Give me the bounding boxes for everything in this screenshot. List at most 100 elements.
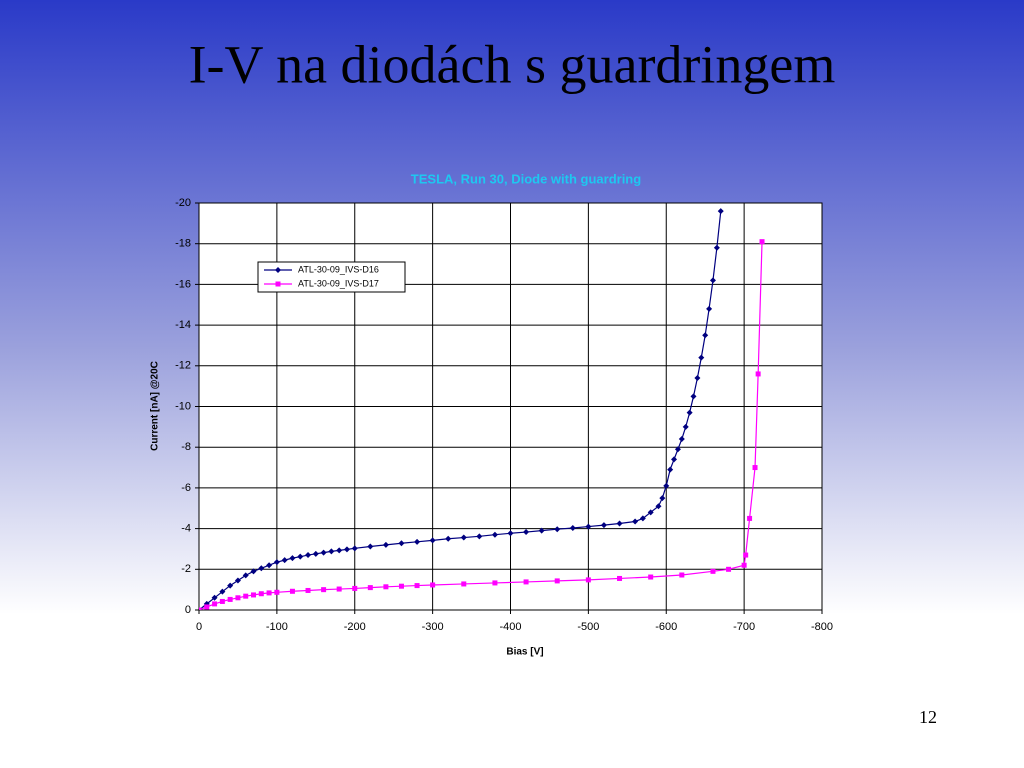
data-point bbox=[713, 244, 720, 251]
y-tick-label: -2 bbox=[181, 563, 191, 575]
data-point bbox=[351, 545, 358, 552]
data-point bbox=[219, 598, 225, 604]
data-point bbox=[747, 515, 753, 521]
legend-label: ATL-30-09_IVS-D17 bbox=[298, 278, 379, 288]
data-point bbox=[569, 524, 576, 531]
data-point bbox=[717, 208, 724, 215]
data-point bbox=[616, 520, 623, 527]
data-point bbox=[398, 583, 404, 589]
y-tick-label: -14 bbox=[175, 319, 191, 331]
data-point bbox=[266, 562, 273, 569]
data-point bbox=[367, 543, 374, 550]
plot: 0-2-4-6-8-10-12-14-16-18-200 -100 -200 -300… bbox=[175, 197, 833, 633]
data-point bbox=[258, 565, 265, 572]
data-point bbox=[211, 594, 218, 601]
data-point bbox=[507, 530, 514, 537]
data-point bbox=[671, 456, 678, 463]
slide-title: I-V na diodách s guardringem bbox=[189, 34, 836, 94]
data-point bbox=[460, 534, 467, 541]
y-tick-label: -10 bbox=[175, 400, 191, 412]
data-point bbox=[242, 572, 249, 579]
y-tick-label: -6 bbox=[181, 482, 191, 494]
data-point bbox=[702, 332, 709, 339]
data-point bbox=[492, 580, 498, 586]
data-point bbox=[336, 586, 342, 592]
data-point bbox=[682, 423, 689, 430]
data-point bbox=[266, 590, 272, 596]
data-point bbox=[674, 446, 681, 453]
data-point bbox=[289, 555, 296, 562]
x-tick-label: -600 bbox=[655, 621, 677, 633]
data-point bbox=[258, 591, 264, 597]
data-point bbox=[743, 552, 749, 558]
data-point bbox=[429, 537, 436, 544]
data-point bbox=[312, 550, 319, 557]
y-tick-label: -20 bbox=[175, 197, 191, 209]
data-point bbox=[445, 535, 452, 542]
legend-marker bbox=[275, 281, 281, 287]
y-tick-label: -4 bbox=[181, 523, 191, 535]
data-point bbox=[414, 583, 420, 589]
x-tick-label: -500 bbox=[577, 621, 599, 633]
data-point bbox=[755, 371, 761, 377]
data-point bbox=[554, 578, 560, 584]
data-point bbox=[243, 593, 249, 599]
data-point bbox=[235, 595, 241, 601]
data-point bbox=[667, 466, 674, 473]
data-point bbox=[617, 575, 623, 581]
data-point bbox=[600, 522, 607, 529]
series-group bbox=[199, 208, 765, 610]
data-point bbox=[709, 277, 716, 284]
legend-box bbox=[257, 261, 406, 293]
data-point bbox=[686, 409, 693, 416]
data-point bbox=[212, 601, 218, 607]
data-point bbox=[663, 482, 670, 489]
legend-marker bbox=[275, 267, 281, 273]
data-point bbox=[321, 587, 327, 593]
x-tick-label: -100 bbox=[266, 621, 288, 633]
data-point bbox=[698, 354, 705, 361]
x-tick-label: -300 bbox=[422, 621, 444, 633]
data-point bbox=[320, 549, 327, 556]
data-point bbox=[759, 239, 765, 245]
data-point bbox=[227, 596, 233, 602]
data-point bbox=[343, 546, 350, 553]
y-tick-label: -8 bbox=[181, 441, 191, 453]
data-point bbox=[647, 509, 654, 516]
data-point bbox=[648, 574, 654, 580]
data-point bbox=[554, 526, 561, 533]
data-point bbox=[219, 588, 226, 595]
y-tick-label: -16 bbox=[175, 278, 191, 290]
data-point bbox=[430, 582, 436, 588]
x-tick-label: -200 bbox=[344, 621, 366, 633]
data-point bbox=[585, 523, 592, 530]
data-point bbox=[585, 577, 591, 583]
data-point bbox=[632, 518, 639, 525]
data-point bbox=[398, 540, 405, 547]
data-point bbox=[710, 568, 716, 574]
page-number: 12 bbox=[919, 707, 937, 727]
data-point bbox=[414, 538, 421, 545]
data-point bbox=[289, 588, 295, 594]
data-point bbox=[234, 577, 241, 584]
y-axis-label: Current [nA] @20C bbox=[150, 361, 161, 451]
x-axis-label: Bias [V] bbox=[506, 647, 543, 658]
data-point bbox=[706, 305, 713, 312]
data-point bbox=[639, 515, 646, 522]
data-point bbox=[523, 529, 530, 536]
data-point bbox=[659, 495, 666, 502]
data-point bbox=[523, 579, 529, 585]
data-point bbox=[367, 585, 373, 591]
y-tick-label: -18 bbox=[175, 238, 191, 250]
data-point bbox=[383, 584, 389, 590]
data-point bbox=[199, 607, 202, 610]
chart-title: TESLA, Run 30, Diode with guardring bbox=[411, 171, 641, 186]
x-tick-label: -800 bbox=[811, 621, 833, 633]
data-point bbox=[752, 465, 758, 471]
data-point bbox=[491, 531, 498, 538]
data-point bbox=[352, 585, 358, 591]
data-point bbox=[281, 557, 288, 564]
data-point bbox=[328, 548, 335, 555]
data-point bbox=[678, 436, 685, 443]
